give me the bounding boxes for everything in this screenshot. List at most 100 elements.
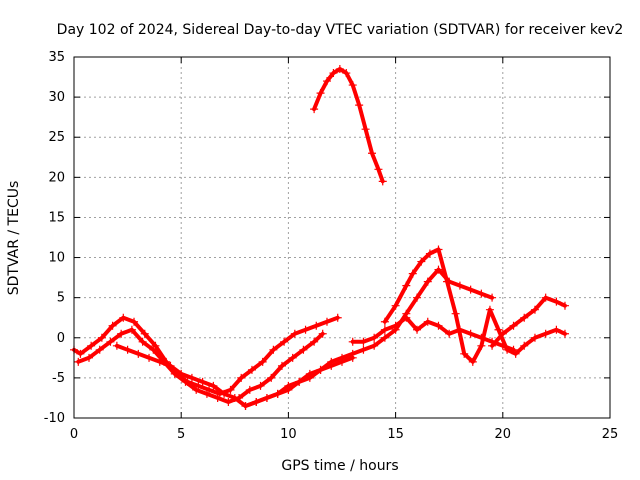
data-point [151, 341, 160, 350]
data-point [560, 329, 569, 338]
data-point [460, 349, 469, 358]
data-point [87, 341, 96, 350]
data-point [301, 325, 310, 334]
data-point [335, 65, 344, 74]
y-tick-label: 30 [48, 90, 65, 105]
data-point [316, 89, 325, 98]
data-point [541, 329, 550, 338]
series-trace-d [241, 265, 497, 410]
data-point [295, 377, 304, 386]
x-tick-label: 15 [387, 427, 404, 442]
data-point [316, 365, 325, 374]
data-point [198, 377, 207, 386]
series-line [312, 67, 385, 184]
series-line [76, 327, 325, 404]
x-tick-label: 0 [70, 427, 78, 442]
data-point [445, 329, 454, 338]
data-point [370, 341, 379, 350]
data-point [288, 353, 297, 362]
data-point [541, 293, 550, 302]
data-point [192, 385, 201, 394]
chart-title: Day 102 of 2024, Sidereal Day-to-day VTE… [57, 22, 624, 38]
data-point [520, 313, 529, 322]
x-axis-label: GPS time / hours [281, 458, 398, 474]
data-series [70, 65, 569, 410]
series-trace-c [112, 341, 357, 410]
data-point [413, 325, 422, 334]
data-point [267, 373, 276, 382]
data-point [256, 381, 265, 390]
data-point [552, 297, 561, 306]
data-point [408, 269, 417, 278]
data-point [378, 177, 387, 186]
data-point [468, 357, 477, 366]
y-tick-label: 10 [48, 251, 65, 266]
data-point [560, 301, 569, 310]
data-point [305, 369, 314, 378]
data-point [277, 361, 286, 370]
data-point [451, 309, 460, 318]
data-point [138, 337, 147, 346]
data-point [299, 345, 308, 354]
data-point [166, 361, 175, 370]
data-point [187, 373, 196, 382]
series-line [350, 315, 516, 352]
data-point [262, 393, 271, 402]
data-point [338, 353, 346, 362]
plot-frame [73, 56, 611, 419]
y-tick-label: -5 [52, 371, 65, 386]
series-trace-f [380, 245, 569, 366]
data-point [149, 345, 158, 354]
series-line [72, 315, 340, 396]
data-point [380, 333, 389, 342]
data-point [140, 329, 149, 338]
data-point [391, 321, 400, 330]
x-tick-label: 5 [177, 427, 185, 442]
data-point [359, 345, 368, 354]
x-tick-label: 10 [280, 427, 297, 442]
data-point [443, 277, 452, 286]
data-point [258, 357, 267, 366]
data-point [181, 377, 190, 386]
data-point [134, 349, 143, 358]
data-point [108, 321, 117, 330]
data-point [355, 101, 364, 110]
axis-ticks: 0 5 10 15 20 25 -10 -5 0 5 10 15 20 25 30 35 [44, 50, 619, 442]
data-point [290, 329, 299, 338]
data-point [273, 389, 282, 398]
data-point [220, 389, 229, 398]
data-point [119, 313, 128, 322]
data-point [269, 345, 278, 354]
data-point [226, 385, 235, 394]
data-point [423, 317, 432, 326]
data-point [318, 329, 327, 338]
data-point [498, 329, 507, 338]
data-point [202, 389, 211, 398]
data-point [155, 357, 164, 366]
data-point [488, 341, 497, 350]
y-axis-label: SDTVAR / TECUs [6, 181, 22, 296]
data-point [402, 313, 411, 322]
data-point [530, 305, 539, 314]
data-point [402, 281, 411, 290]
data-point [494, 325, 503, 334]
data-point [488, 293, 497, 302]
data-point [74, 357, 83, 366]
data-point [312, 321, 321, 330]
data-point [423, 277, 432, 286]
data-point [177, 369, 186, 378]
y-tick-label: 35 [48, 50, 65, 65]
data-point [97, 333, 106, 342]
series-line [490, 295, 567, 348]
data-point [224, 397, 233, 406]
y-tick-label: 20 [48, 170, 65, 185]
data-point [209, 381, 218, 390]
data-point [280, 337, 289, 346]
data-point [284, 381, 293, 390]
data-point [112, 341, 121, 350]
grid [74, 57, 610, 418]
data-point [348, 349, 357, 358]
data-point [359, 337, 368, 346]
data-point [241, 401, 250, 410]
